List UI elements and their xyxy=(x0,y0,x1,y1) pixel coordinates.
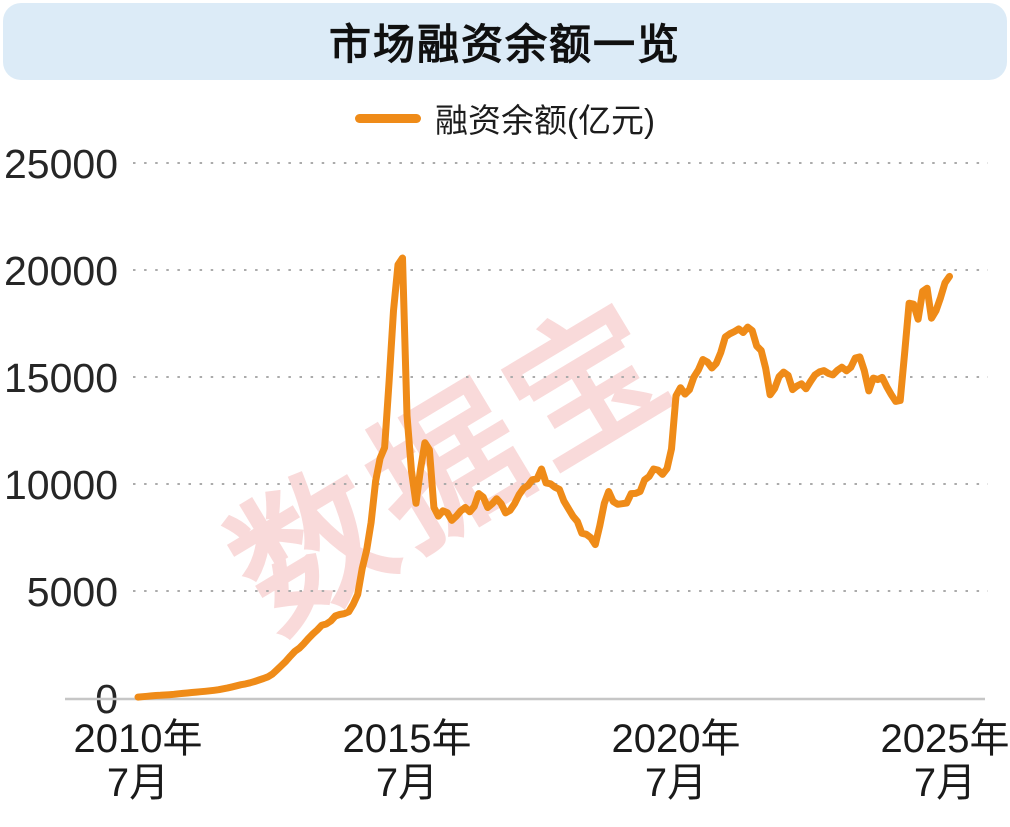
legend: 融资余额(亿元) xyxy=(0,98,1010,139)
x-axis-label-month-2: 7月 xyxy=(645,761,707,805)
y-axis-label-15000: 15000 xyxy=(4,355,118,401)
chart-title-bar: 市场融资余额一览 xyxy=(3,3,1007,80)
series-line-financing-balance xyxy=(134,254,953,701)
x-axis-label-month-0: 7月 xyxy=(107,761,169,805)
legend-label: 融资余额(亿元) xyxy=(435,102,655,139)
y-axis-label-20000: 20000 xyxy=(4,248,118,294)
x-axis-label-year-2: 2020年 xyxy=(612,717,741,761)
x-axis-label-month-1: 7月 xyxy=(376,761,438,805)
y-axis-label-10000: 10000 xyxy=(4,462,118,508)
x-axis-label-year-1: 2015年 xyxy=(343,717,472,761)
chart-title: 市场融资余额一览 xyxy=(328,21,681,68)
x-axis-label-year-0: 2010年 xyxy=(74,717,203,761)
x-axis-label-year-3: 2025年 xyxy=(881,717,1010,761)
y-axis-label-5000: 5000 xyxy=(27,569,118,615)
legend-line-swatch xyxy=(355,113,421,123)
x-axis-label-month-3: 7月 xyxy=(914,761,976,805)
watermark-text: 数据宝 xyxy=(204,270,702,661)
y-axis-label-25000: 25000 xyxy=(4,141,118,187)
